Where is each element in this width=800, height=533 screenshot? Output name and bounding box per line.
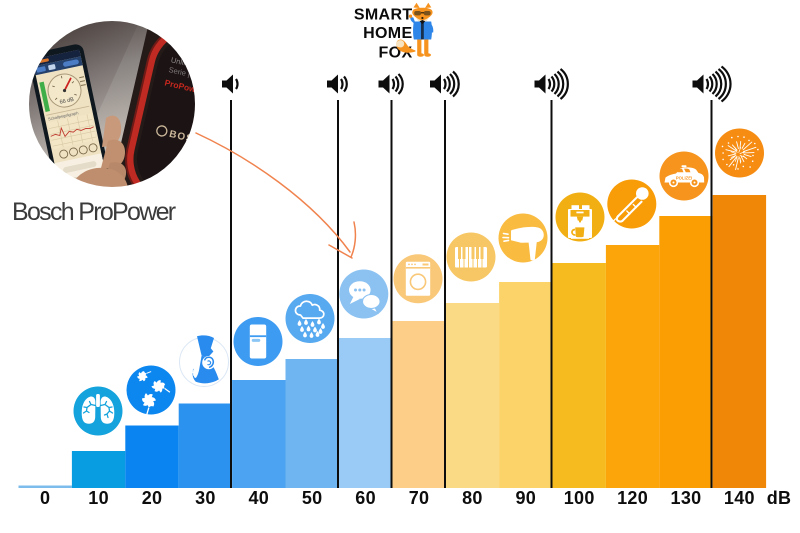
svg-text:0: 0 — [40, 488, 50, 508]
svg-text:80: 80 — [462, 488, 483, 508]
svg-text:Schallpegelgraph: Schallpegelgraph — [48, 110, 79, 121]
svg-text:Bosch ProPower: Bosch ProPower — [12, 198, 176, 226]
svg-text:dB: dB — [767, 488, 792, 508]
svg-text:130: 130 — [671, 488, 702, 508]
svg-text:10: 10 — [88, 488, 109, 508]
svg-text:POLIZEI: POLIZEI — [676, 175, 692, 180]
svg-text:HOME: HOME — [363, 25, 412, 42]
svg-text:120: 120 — [617, 488, 648, 508]
svg-text:SMART: SMART — [354, 7, 413, 24]
svg-text:70: 70 — [409, 488, 430, 508]
svg-text:30: 30 — [195, 488, 216, 508]
svg-text:20: 20 — [142, 488, 163, 508]
svg-text:140: 140 — [724, 488, 755, 508]
svg-text:40: 40 — [248, 488, 269, 508]
svg-text:66 dB: 66 dB — [59, 97, 75, 106]
svg-text:50: 50 — [302, 488, 323, 508]
svg-text:100: 100 — [564, 488, 595, 508]
svg-text:60: 60 — [355, 488, 376, 508]
svg-text:90: 90 — [515, 488, 536, 508]
